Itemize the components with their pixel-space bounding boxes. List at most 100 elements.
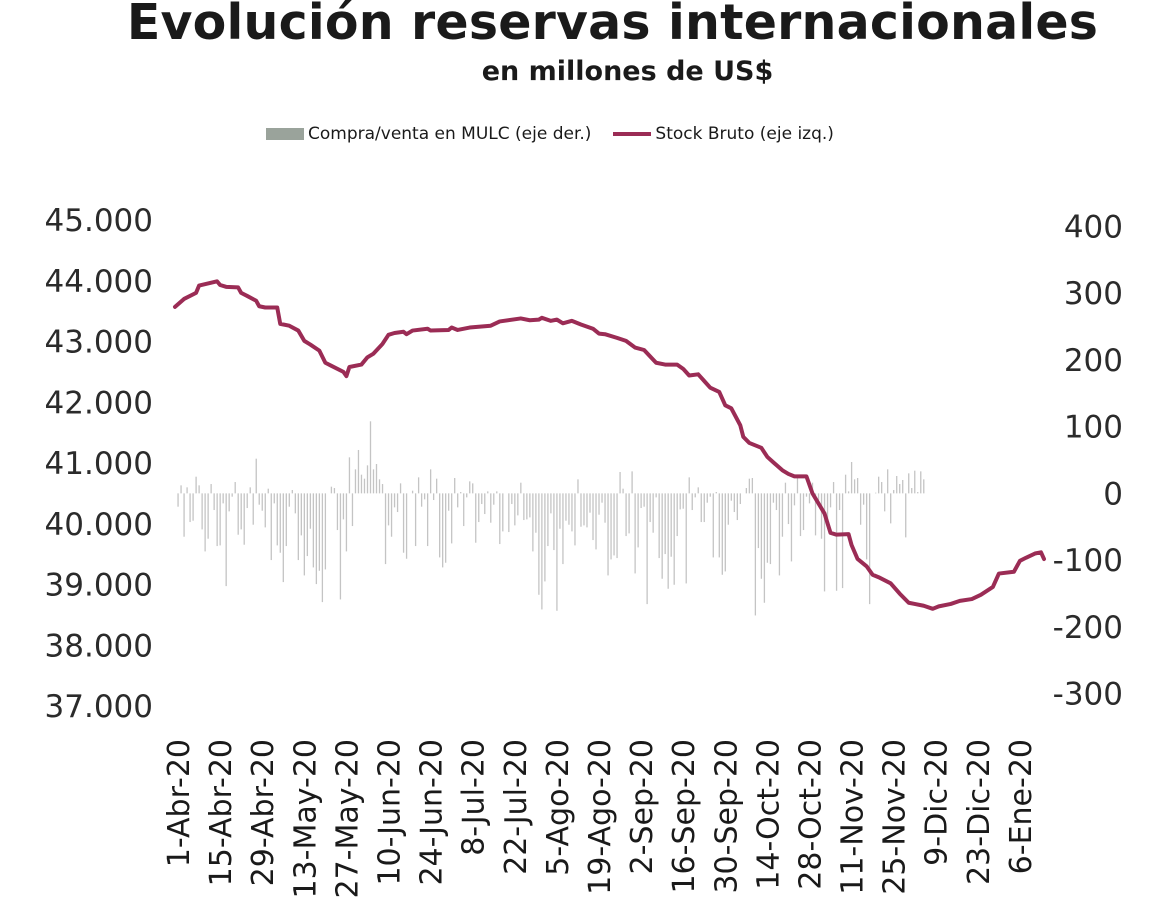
bar-mulc xyxy=(598,493,600,515)
bar-mulc xyxy=(640,493,642,509)
left-tick-label: 37.000 xyxy=(45,689,153,725)
legend-label-mulc: Compra/venta en MULC (eje der.) xyxy=(308,124,592,144)
bar-mulc xyxy=(727,493,729,525)
bar-mulc xyxy=(445,493,447,563)
x-tick-label: 27-May-20 xyxy=(330,739,365,899)
bar-mulc xyxy=(348,457,351,494)
bar-mulc xyxy=(799,493,802,537)
x-tick-label: 28-Oct-20 xyxy=(793,739,828,890)
bar-mulc xyxy=(472,483,474,494)
bar-mulc xyxy=(216,493,218,547)
bar-mulc xyxy=(420,493,423,507)
bar-mulc xyxy=(902,480,904,494)
bar-mulc xyxy=(754,493,757,616)
bar-mulc xyxy=(763,493,766,603)
bar-mulc xyxy=(787,493,790,525)
bar-mulc xyxy=(847,491,850,494)
left-tick-label: 44.000 xyxy=(45,264,153,300)
bar-mulc xyxy=(691,493,693,511)
bar-mulc xyxy=(207,493,209,539)
bar-mulc xyxy=(613,493,615,556)
bar-mulc xyxy=(210,484,212,494)
right-tick-label: 200 xyxy=(1064,343,1123,379)
bar-mulc xyxy=(300,493,302,536)
bar-mulc xyxy=(366,465,369,494)
bar-mulc xyxy=(342,493,345,520)
bar-mulc xyxy=(475,493,477,543)
bar-mulc xyxy=(670,493,672,557)
bar-mulc xyxy=(796,476,799,494)
bar-mulc xyxy=(751,478,754,494)
bar-mulc xyxy=(393,493,396,508)
bar-mulc xyxy=(775,493,778,511)
bar-mulc xyxy=(402,493,405,553)
bar-mulc xyxy=(351,493,354,527)
bar-mulc xyxy=(718,493,720,558)
bar-mulc xyxy=(841,493,844,589)
bar-mulc xyxy=(499,493,501,545)
x-tick-label: 15-Abr-20 xyxy=(204,739,239,886)
bar-mulc xyxy=(709,493,711,497)
bar-mulc xyxy=(378,479,381,494)
bar-mulc xyxy=(357,449,360,494)
x-tick-label: 22-Jul-20 xyxy=(499,739,534,875)
bar-mulc xyxy=(225,493,227,587)
bar-mulc xyxy=(890,493,892,524)
left-tick-label: 45.000 xyxy=(45,203,153,239)
bar-mulc xyxy=(249,487,251,494)
bar-mulc xyxy=(805,493,808,497)
bar-mulc xyxy=(243,493,245,545)
bar-mulc xyxy=(730,493,732,501)
bar-mulc xyxy=(679,493,681,510)
bar-mulc xyxy=(862,493,865,505)
left-tick-label: 41.000 xyxy=(45,446,153,482)
bar-mulc xyxy=(865,493,868,560)
bar-mulc xyxy=(884,493,886,512)
legend-swatch-mulc xyxy=(266,128,304,140)
bar-mulc xyxy=(637,493,639,548)
bar-mulc xyxy=(255,458,257,494)
bar-mulc xyxy=(649,493,651,523)
bar-mulc xyxy=(766,493,769,563)
bar-mulc xyxy=(345,493,348,552)
bar-mulc xyxy=(757,493,760,549)
bar-mulc xyxy=(387,493,390,526)
line-stock-bruto xyxy=(173,279,1046,611)
bar-mulc xyxy=(414,493,417,547)
bar-mulc xyxy=(405,493,408,559)
x-tick-label: 13-May-20 xyxy=(288,739,323,899)
bar-mulc xyxy=(228,493,230,512)
right-tick-label: -300 xyxy=(1053,677,1123,713)
bar-mulc xyxy=(288,493,290,507)
bar-mulc xyxy=(321,493,324,603)
bar-mulc xyxy=(595,493,597,550)
bar-mulc xyxy=(868,493,871,605)
bar-mulc xyxy=(258,493,260,505)
bar-mulc xyxy=(496,491,498,494)
bar-mulc xyxy=(724,493,726,572)
x-tick-label: 16-Sep-20 xyxy=(667,739,702,894)
bar-mulc xyxy=(306,493,308,557)
legend-item-mulc: Compra/venta en MULC (eje der.) xyxy=(266,124,591,144)
bar-mulc xyxy=(219,493,221,546)
bar-mulc xyxy=(222,493,224,504)
bar-mulc xyxy=(478,493,480,523)
bar-mulc xyxy=(354,469,357,494)
chart-subtitle: en millones de US$ xyxy=(481,56,774,87)
bar-mulc xyxy=(911,488,913,494)
x-tick-label: 14-Oct-20 xyxy=(751,739,786,890)
bar-mulc xyxy=(697,487,699,494)
bar-mulc xyxy=(745,488,748,494)
x-tick-label: 5-Ago-20 xyxy=(541,739,576,876)
bar-mulc xyxy=(517,493,519,516)
bar-mulc xyxy=(336,493,339,531)
right-tick-label: -200 xyxy=(1053,610,1123,646)
bar-mulc xyxy=(715,492,717,494)
bar-mulc xyxy=(532,493,534,552)
bar-mulc xyxy=(739,493,741,505)
bar-mulc xyxy=(439,493,441,558)
bar-mulc xyxy=(231,493,233,497)
bar-mulc xyxy=(565,493,567,521)
bar-mulc xyxy=(589,493,591,513)
